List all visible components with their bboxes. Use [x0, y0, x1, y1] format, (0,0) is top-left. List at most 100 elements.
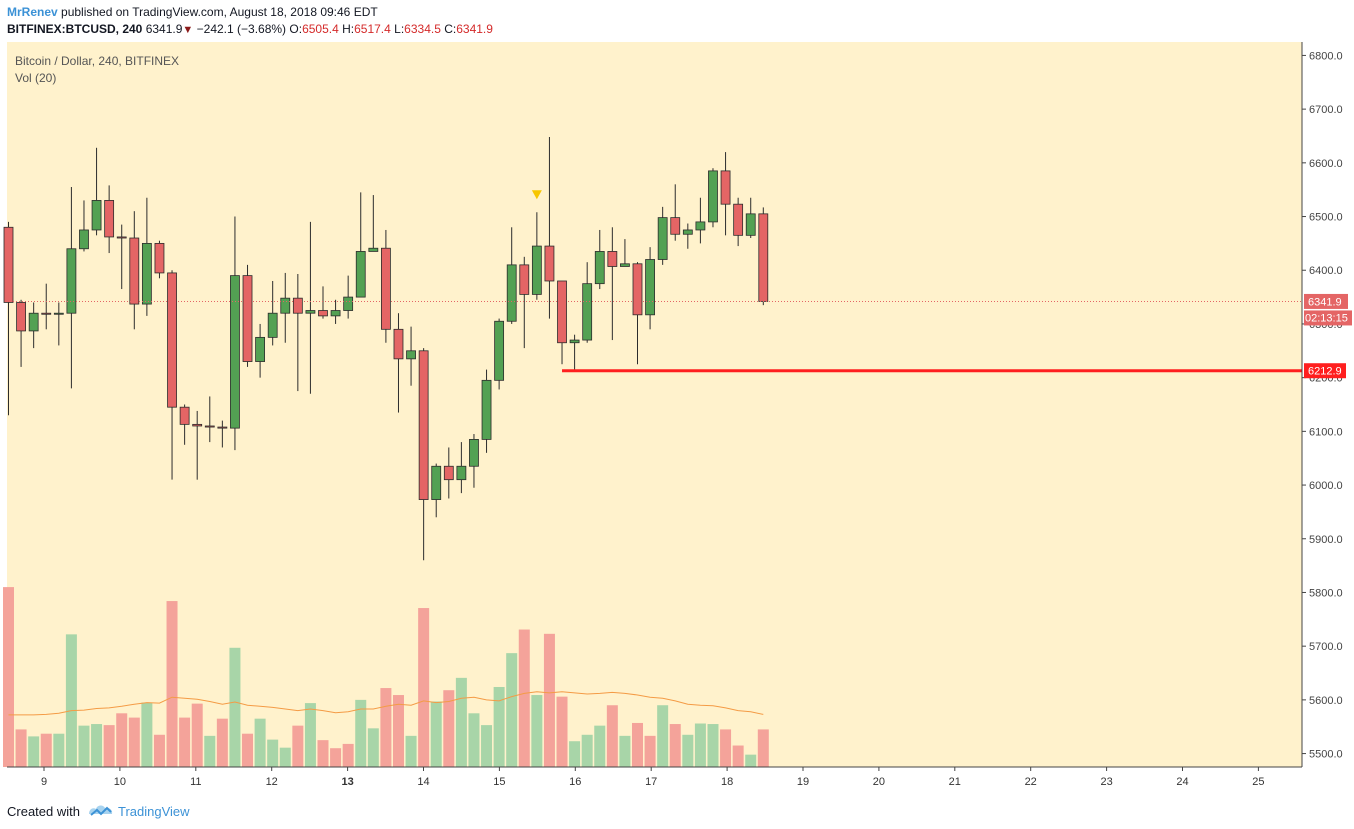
candle-up [53, 312, 64, 315]
candle-down [544, 245, 555, 282]
candle-down [242, 275, 253, 362]
price-tick-label: 5900.0 [1309, 534, 1343, 546]
time-tick-label: 18 [721, 776, 733, 788]
volume-bar [707, 724, 719, 767]
candle-up [91, 200, 102, 231]
candle-up [255, 336, 266, 362]
candle-up [267, 312, 278, 338]
price-tick-label: 6700.0 [1309, 104, 1343, 116]
volume-bar [682, 734, 694, 767]
candle-down [167, 272, 177, 408]
level-price-label: 6212.9 [1308, 366, 1342, 378]
price-change: −242.1 (−3.68%) [196, 22, 287, 36]
symbol-label: BITFINEX:BTCUSD, 240 [7, 22, 143, 36]
candle-down [720, 170, 731, 205]
chart-area[interactable]: 6800.06700.06600.06500.06400.06300.06200… [0, 42, 1354, 794]
tradingview-brand[interactable]: TradingView [118, 804, 190, 819]
candle-up [456, 465, 467, 481]
volume-bar [28, 736, 40, 767]
volume-bar [40, 733, 52, 767]
volume-bar [53, 733, 65, 767]
candle-down [318, 310, 328, 317]
volume-bar [279, 747, 291, 767]
candle-down [670, 217, 681, 235]
volume-bar [405, 735, 417, 767]
candle-up [582, 283, 593, 341]
volume-bar [443, 690, 455, 767]
volume-bar [669, 724, 681, 767]
volume-bar [254, 718, 266, 767]
volume-bar [392, 695, 404, 767]
time-tick-label: 14 [417, 776, 429, 788]
volume-bar [506, 653, 518, 767]
volume-bar [166, 601, 178, 767]
price-chart[interactable]: 6800.06700.06600.06500.06400.06300.06200… [0, 42, 1354, 794]
high-value: 6517.4 [354, 22, 391, 36]
last-price: 6341.9 [145, 22, 183, 36]
candle-up [66, 248, 77, 314]
volume-bar [179, 717, 191, 767]
candle-down [380, 247, 391, 330]
volume-bar [191, 703, 203, 767]
candle-up [481, 379, 492, 440]
candle-down [116, 236, 127, 239]
volume-bar [91, 724, 103, 767]
price-tick-label: 6400.0 [1309, 265, 1343, 277]
volume-bar [292, 725, 304, 767]
arrow-down-marker [531, 190, 542, 200]
volume-bar [694, 723, 706, 767]
candle-down [217, 426, 228, 429]
time-tick-label: 21 [949, 776, 961, 788]
time-tick-label: 17 [645, 776, 657, 788]
time-tick-label: 10 [114, 776, 126, 788]
volume-bar [330, 748, 342, 767]
author-name[interactable]: MrRenev [7, 5, 58, 19]
level-price-tag: 6212.9 [1304, 363, 1346, 379]
price-tick-label: 6600.0 [1309, 158, 1343, 170]
candle-up [657, 217, 668, 260]
candle-down [519, 264, 530, 295]
volume-bar [594, 725, 606, 767]
close-value: 6341.9 [456, 22, 493, 36]
volume-bar [543, 633, 555, 767]
candle-up [708, 170, 718, 223]
candle-down [129, 237, 140, 305]
volume-bar [355, 699, 367, 767]
volume-bar [242, 733, 254, 767]
price-axis[interactable] [1302, 42, 1354, 767]
volume-bar [657, 705, 669, 767]
time-axis[interactable] [0, 767, 1354, 794]
candle-down [104, 200, 115, 238]
volume-bar [455, 677, 467, 767]
candle-up [343, 296, 354, 311]
candle-down [192, 423, 203, 427]
candle-up [645, 259, 655, 316]
volume-bar [3, 587, 14, 767]
low-value: 6334.5 [404, 22, 441, 36]
created-with-label: Created with [7, 804, 80, 819]
time-tick-label: 12 [266, 776, 278, 788]
volume-bar [581, 734, 593, 767]
volume-bar [342, 743, 354, 767]
publish-info: published on TradingView.com, August 18,… [61, 5, 378, 19]
candles-group [3, 137, 769, 561]
volume-bar [569, 741, 581, 767]
time-tick-label: 23 [1100, 776, 1112, 788]
volume-bar [267, 739, 279, 767]
candle-down [758, 213, 769, 302]
time-tick-label: 22 [1025, 776, 1037, 788]
candle-down [557, 280, 567, 344]
volume-bar [141, 702, 153, 767]
time-tick-label: 13 [341, 776, 353, 788]
volume-bar [518, 629, 530, 767]
time-tick-label: 11 [190, 776, 201, 788]
price-tick-label: 5700.0 [1309, 641, 1343, 653]
volume-bar [418, 608, 430, 767]
time-ticks: 9 10 11 12 13 14 15 16 17 18 19 20 21 22 23 24 25 [41, 767, 1265, 788]
plot-background [7, 42, 1302, 767]
volume-bar [556, 696, 568, 767]
time-tick-label: 9 [41, 776, 47, 788]
price-tick-label: 6000.0 [1309, 480, 1343, 492]
candle-down [204, 425, 215, 428]
candle-up [594, 251, 605, 285]
